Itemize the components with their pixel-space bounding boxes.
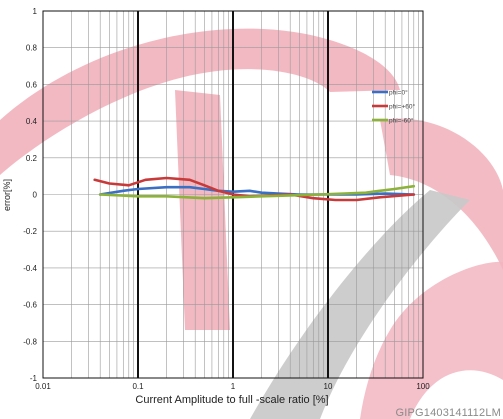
y-tick-label: 0.6 (26, 80, 38, 89)
x-tick-label: 100 (416, 382, 430, 391)
y-axis-label: error[%] (2, 179, 12, 211)
series-line-2 (93, 176, 416, 202)
y-tick-label: -1 (30, 374, 38, 383)
x-tick-label: 0.01 (35, 382, 51, 391)
y-tick-label: 0.8 (26, 44, 38, 53)
y-tick-label: 0 (33, 191, 38, 200)
watermark-graphic (0, 28, 503, 419)
watermark-text: GIPG1403141112LM (395, 407, 501, 419)
y-tick-label: -0.2 (23, 227, 37, 236)
legend-label: phi=+60° (389, 103, 415, 111)
legend-label: phi=0° (389, 89, 408, 97)
plot-frame (42, 10, 424, 379)
y-tick-label: 0.4 (26, 117, 38, 126)
axes: 1 0.8 0.6 0.4 0.2 0 -0.2 -0.4 -0.6 -0.8 -10.01 0.1 1… (23, 7, 430, 391)
series-line-3 (98, 184, 416, 200)
y-tick-label: 0.2 (26, 154, 38, 163)
y-tick-label: 1 (33, 7, 38, 16)
series-layer (93, 176, 416, 202)
legend: phi=0° phi=+60° phi=-60° (372, 89, 415, 125)
legend-label: phi=-60° (389, 117, 414, 125)
y-tick-label: -0.8 (23, 337, 37, 346)
x-axis-label: Current Amplitude to full -scale ratio [… (135, 394, 328, 406)
x-tick-label: 10 (324, 382, 333, 391)
x-tick-label: 0.1 (132, 382, 144, 391)
y-tick-label: -0.4 (23, 264, 37, 273)
x-tick-label: 1 (231, 382, 236, 391)
y-tick-label: -0.6 (23, 301, 37, 310)
